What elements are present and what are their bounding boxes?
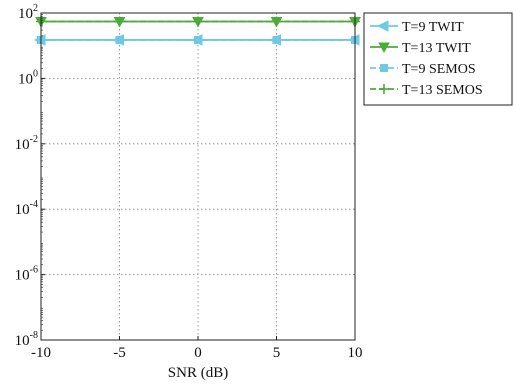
tick-labels: -10 -5 0 5 10 10-8 10-6 10-4 10-2 100 102 <box>15 3 363 361</box>
y-tick-label: 10-2 <box>15 134 38 153</box>
x-tick-label: 10 <box>348 345 363 361</box>
legend-marker <box>378 42 390 54</box>
grid <box>41 13 355 340</box>
y-tick-label: 10-6 <box>15 265 38 284</box>
legend-marker <box>380 64 388 72</box>
legend-label: T=13 TWIT <box>402 41 471 56</box>
legend-label: T=9 TWIT <box>402 20 464 35</box>
y-tick-label: 10-8 <box>15 330 38 349</box>
legend-entry: T=13 TWIT <box>370 41 471 56</box>
legend-entry: T=9 TWIT <box>370 20 464 35</box>
x-tick-label: -10 <box>31 345 51 361</box>
legend-label: T=9 SEMOS <box>402 62 476 77</box>
legend: T=9 TWIT T=13 TWIT T=9 SEMOS T=13 SEMOS <box>363 12 513 106</box>
series-point <box>114 16 125 27</box>
series-point <box>271 16 282 27</box>
legend-marker <box>379 84 389 94</box>
y-tick-label: 100 <box>18 68 38 87</box>
x-tick-label: 0 <box>194 345 202 361</box>
series-point <box>194 35 202 44</box>
legend-entry: T=9 SEMOS <box>370 62 476 77</box>
x-tick-label: -5 <box>113 345 126 361</box>
y-tick-label: 10-4 <box>15 199 38 218</box>
legend-label: T=13 SEMOS <box>402 83 483 98</box>
legend-entry: T=13 SEMOS <box>370 83 483 98</box>
legend-marker <box>376 20 389 32</box>
x-tick-label: 5 <box>273 345 281 361</box>
series-point <box>115 35 124 44</box>
series-point <box>193 16 203 27</box>
y-tick-label: 102 <box>18 3 38 22</box>
series-point <box>272 35 281 44</box>
series-group <box>33 16 361 46</box>
x-axis-label: SNR (dB) <box>168 365 228 381</box>
